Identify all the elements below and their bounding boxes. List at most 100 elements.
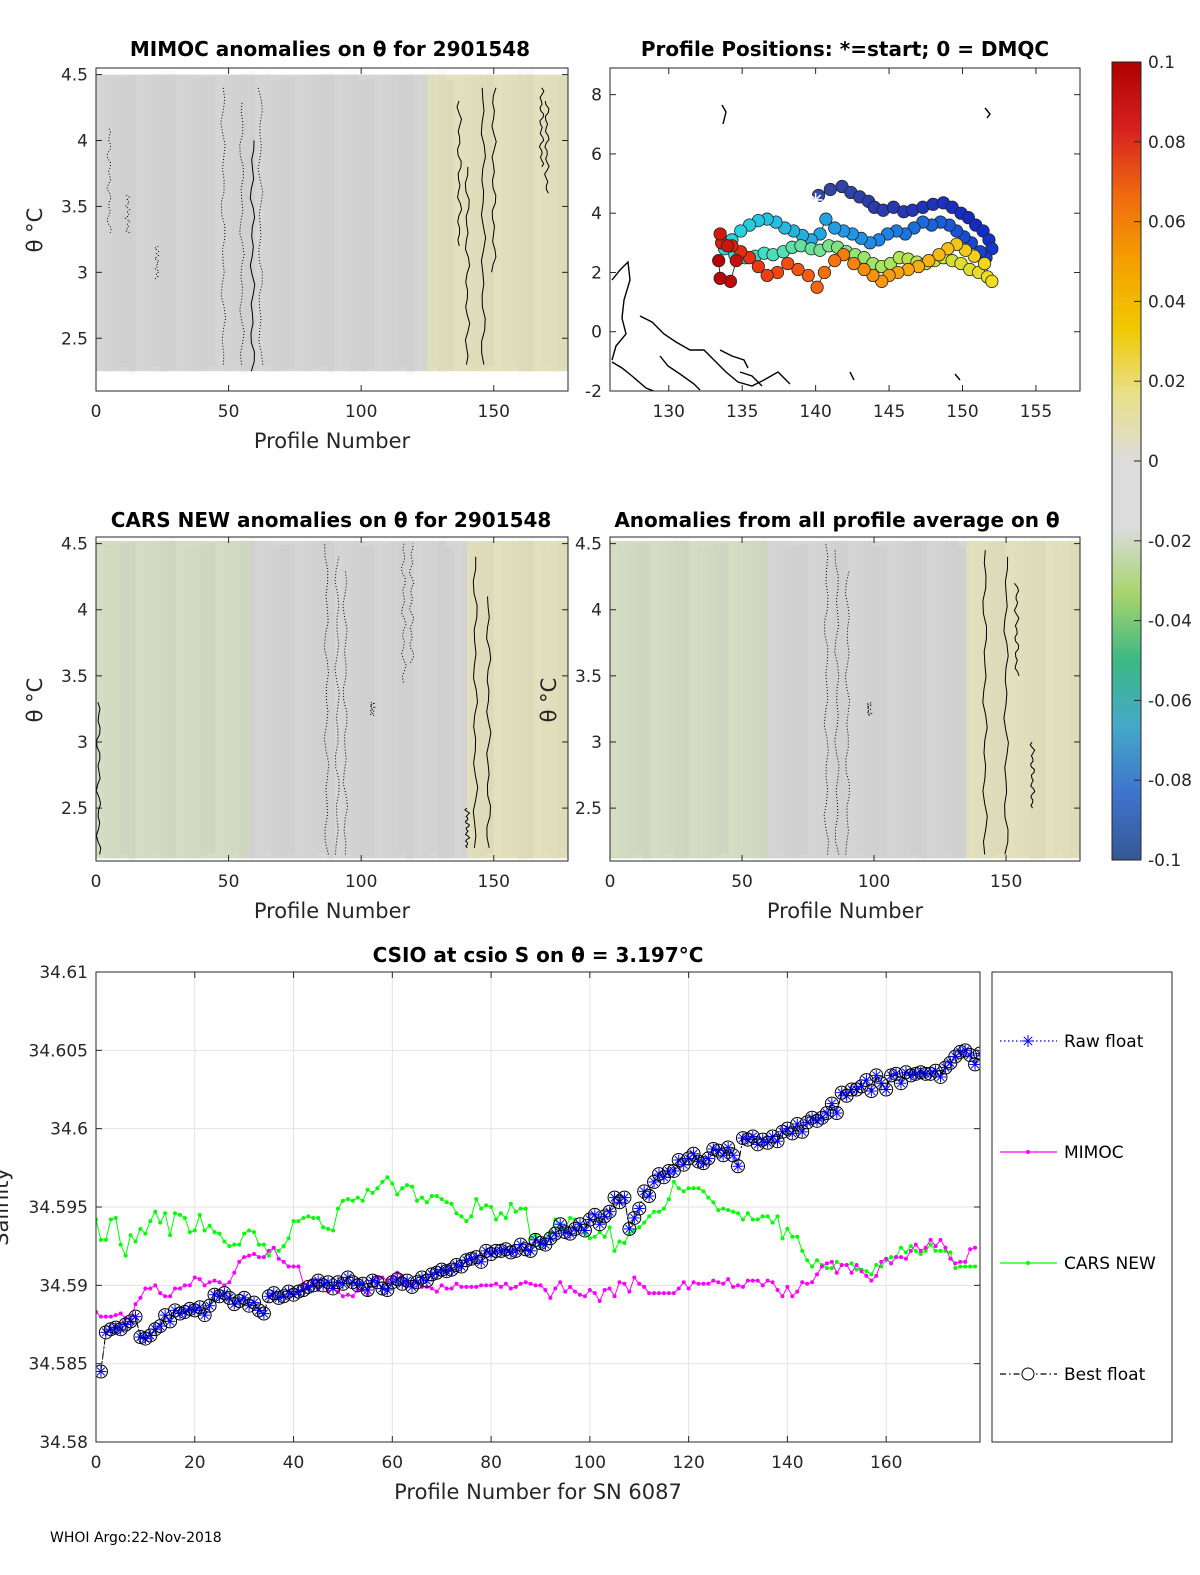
mimoc-point — [173, 1286, 178, 1291]
profile-position-marker — [828, 254, 842, 268]
best-float-point — [405, 1279, 420, 1294]
cars-field-streak — [112, 544, 120, 857]
mimoc-point — [494, 1281, 499, 1286]
cars-new-point — [716, 1208, 721, 1213]
cars-field-streak — [303, 542, 311, 859]
raw-float-point-stroke — [225, 1293, 234, 1303]
cars-new-point — [711, 1200, 716, 1205]
mimoc-field-streak — [295, 77, 303, 375]
mimoc-point — [454, 1281, 459, 1286]
positions-y-ticks: -2 0 2 4 6 8 — [585, 86, 1080, 402]
mimoc-field-streak — [207, 77, 215, 366]
legend-item-mimoc: MIMOC — [1000, 1143, 1124, 1163]
allavg-field-streak — [1046, 546, 1054, 856]
cars-new-point — [464, 1219, 469, 1224]
allavg-field-streak — [911, 541, 919, 855]
best-float-point — [617, 1190, 632, 1205]
cars-field-streak — [422, 538, 430, 856]
allavg-field-streak — [824, 541, 832, 856]
mimoc-point — [953, 1261, 958, 1266]
best-float-point — [963, 1048, 978, 1063]
profile-position-marker — [713, 271, 727, 285]
mimoc-field-streak — [104, 79, 112, 374]
mimoc-point — [800, 1280, 805, 1285]
allavg-contour-line — [1003, 556, 1009, 855]
mimoc-point — [943, 1245, 948, 1250]
raw-float-point-stroke — [798, 1127, 807, 1137]
raw-float-point-stroke — [605, 1207, 614, 1216]
legend-label-best-float: Best float — [1064, 1365, 1146, 1385]
raw-float-point-stroke — [635, 1204, 644, 1213]
cars-ylabel: θ °C — [23, 678, 47, 723]
cars-new-point — [113, 1215, 118, 1220]
cars-new-point — [242, 1231, 247, 1236]
mimoc-field-streak — [565, 76, 573, 368]
cars-new-point — [745, 1211, 750, 1216]
best-float-point — [498, 1242, 513, 1257]
cars-new-point — [721, 1206, 726, 1211]
raw-float-point-stroke — [289, 1290, 298, 1299]
mimoc-point — [217, 1280, 222, 1285]
csio-ytick-label: 34.58 — [39, 1433, 88, 1453]
best-float-point — [385, 1275, 400, 1290]
cars-field-band — [249, 540, 325, 859]
raw-float-point-stroke — [388, 1277, 397, 1287]
mimoc-field-streak — [470, 77, 478, 372]
cars-new-point — [177, 1212, 182, 1217]
mimoc-point — [133, 1302, 138, 1307]
mimoc-point — [197, 1277, 202, 1282]
mimoc-point — [548, 1295, 553, 1300]
best-float-point — [553, 1217, 568, 1232]
best-float-point — [98, 1325, 113, 1340]
raw-float-point-stroke — [832, 1108, 841, 1118]
raw-float-point-stroke — [101, 1328, 111, 1337]
best-float-point — [731, 1159, 746, 1174]
positions-xtick-label: 130 — [653, 402, 685, 422]
raw-float-point-stroke — [773, 1136, 782, 1146]
mimoc-point — [963, 1259, 968, 1264]
raw-float-point-stroke — [560, 1227, 570, 1237]
cars-new-point — [755, 1217, 760, 1222]
cars-contour-line — [408, 543, 415, 663]
allavg-field-streak — [650, 541, 658, 859]
mimoc-axes-box — [95, 67, 569, 392]
cars-new-point — [326, 1226, 331, 1231]
raw-float-point — [510, 1245, 522, 1257]
mimoc-field-streak — [319, 74, 327, 366]
cars-new-point — [365, 1187, 370, 1192]
mimoc-point — [612, 1294, 617, 1299]
best-float-point — [232, 1294, 247, 1308]
mimoc-point — [484, 1283, 489, 1288]
mimoc-field-streak — [303, 76, 311, 372]
mimoc-ytick-label: 4 — [77, 132, 88, 152]
raw-float-point-stroke — [536, 1238, 545, 1248]
raw-float-point-stroke — [136, 1332, 145, 1342]
raw-float-point-stroke — [205, 1301, 214, 1310]
best-float-point — [563, 1226, 578, 1241]
profile-position-marker — [810, 280, 824, 294]
cars-title: CARS NEW anomalies on θ for 2901548 — [111, 508, 552, 532]
mimoc-point — [859, 1269, 864, 1274]
mimoc-point — [839, 1262, 844, 1267]
positions-xtick-label: 155 — [1020, 402, 1052, 422]
cars-new-point — [207, 1223, 212, 1228]
profile-position-marker — [801, 268, 815, 283]
mimoc-ytick-label: 4.5 — [61, 66, 88, 86]
csio-x-ticks: 0 20 40 60 80 100 120 140 160 — [91, 972, 902, 1473]
mimoc-field-streak — [112, 78, 120, 371]
allavg-field-streak — [879, 545, 887, 856]
raw-float-point-stroke — [709, 1144, 718, 1154]
mimoc-point — [479, 1283, 484, 1288]
cars-new-point — [898, 1245, 903, 1250]
best-float-point — [276, 1289, 291, 1304]
cars-new-point — [973, 1264, 978, 1269]
raw-float-point-stroke — [788, 1129, 797, 1138]
raw-float-point — [855, 1080, 867, 1092]
best-float-point — [192, 1300, 207, 1315]
cars-new-point — [128, 1233, 133, 1238]
mimoc-point — [711, 1278, 716, 1283]
raw-float-point-stroke — [580, 1226, 590, 1235]
mimoc-point — [731, 1284, 736, 1289]
mimoc-field-streak — [136, 75, 144, 372]
